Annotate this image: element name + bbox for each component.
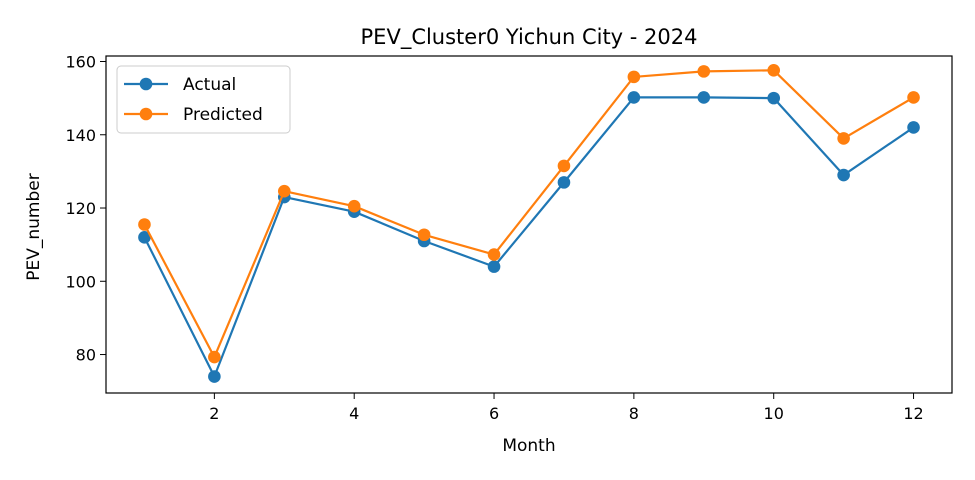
series-layer [138, 63, 920, 383]
data-point-predicted [907, 91, 920, 104]
y-axis: 80 100 120 140 160 [65, 52, 106, 365]
series-predicted [138, 63, 920, 364]
data-point-predicted [697, 65, 711, 78]
y-axis-label: PEV_number [24, 173, 44, 280]
x-tick-label: 12 [903, 404, 923, 423]
plot-area [105, 55, 953, 394]
data-point-predicted [557, 159, 571, 173]
legend-box [116, 65, 291, 134]
data-point-predicted [837, 132, 850, 145]
x-tick-label: 6 [489, 404, 499, 423]
data-point-predicted [767, 63, 781, 77]
data-point-predicted [138, 218, 151, 231]
x-axis: 2 4 6 8 10 12 [209, 393, 924, 423]
legend-item-actual: Actual [124, 75, 236, 95]
y-tick-label: 160 [65, 52, 96, 71]
data-point-actual [837, 168, 850, 182]
x-tick-label: 8 [629, 404, 639, 423]
y-tick-label: 80 [76, 346, 96, 365]
y-tick-label: 140 [65, 126, 96, 145]
series-actual [138, 91, 920, 383]
x-tick-label: 2 [209, 404, 219, 423]
y-tick-label: 100 [65, 272, 96, 291]
series-line-predicted [143, 69, 915, 359]
chart-title: PEV_Cluster0 Yichun City - 2024 [361, 25, 698, 50]
data-point-predicted [277, 184, 291, 198]
data-point-predicted [208, 350, 221, 364]
x-tick-label: 4 [349, 404, 359, 423]
plot-frame [105, 55, 953, 394]
data-point-predicted [417, 228, 431, 242]
x-axis-label: Month [502, 436, 555, 456]
x-tick-label: 10 [764, 404, 784, 423]
legend-label: Predicted [183, 105, 263, 125]
data-point-actual [767, 91, 781, 105]
legend-marker [139, 107, 153, 121]
data-point-actual [487, 260, 501, 273]
data-point-actual [138, 231, 151, 244]
data-point-actual [627, 91, 641, 104]
data-point-actual [697, 91, 711, 104]
data-point-actual [557, 176, 571, 189]
data-point-predicted [627, 70, 641, 84]
legend-label: Actual [183, 75, 236, 95]
data-point-predicted [487, 248, 501, 261]
series-line-actual [143, 96, 915, 378]
data-point-actual [907, 121, 920, 134]
legend-marker [139, 77, 153, 91]
y-tick-label: 120 [65, 199, 96, 218]
data-point-actual [208, 370, 221, 383]
legend: Actual Predicted [116, 65, 291, 134]
legend-item-predicted: Predicted [124, 105, 263, 125]
data-point-predicted [347, 199, 361, 213]
